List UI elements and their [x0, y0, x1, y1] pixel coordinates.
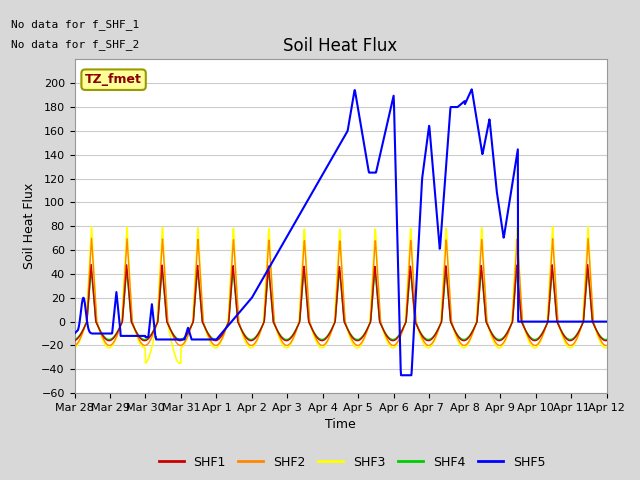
- Line: SHF1: SHF1: [74, 264, 607, 341]
- SHF1: [603, 338, 611, 344]
- Line: SHF3: SHF3: [74, 227, 607, 363]
- SHF4: [88, 266, 95, 272]
- SHF3: [374, 275, 382, 281]
- SHF2: [374, 277, 382, 283]
- SHF1: [308, 325, 316, 331]
- SHF4: [297, 308, 305, 314]
- SHF2: [112, 335, 120, 341]
- Line: SHF5: SHF5: [74, 89, 607, 375]
- SHF5: [397, 372, 405, 378]
- SHF5: [134, 333, 141, 339]
- SHF3: [112, 336, 120, 341]
- SHF2: [70, 343, 78, 348]
- SHF3: [70, 345, 78, 350]
- Line: SHF2: SHF2: [74, 239, 607, 346]
- SHF1: [134, 332, 141, 337]
- SHF2: [308, 324, 316, 330]
- SHF2: [317, 342, 325, 348]
- SHF5: [307, 192, 315, 197]
- SHF3: [317, 345, 325, 351]
- Legend: SHF1, SHF2, SHF3, SHF4, SHF5: SHF1, SHF2, SHF3, SHF4, SHF5: [154, 451, 550, 474]
- SHF4: [603, 336, 611, 342]
- SHF2: [603, 343, 611, 348]
- SHF5: [468, 86, 476, 92]
- SHF1: [297, 307, 305, 313]
- SHF1: [353, 338, 361, 344]
- SHF4: [353, 336, 361, 342]
- SHF5: [112, 296, 120, 301]
- SHF3: [297, 284, 305, 290]
- SHF4: [308, 325, 316, 331]
- Title: Soil Heat Flux: Soil Heat Flux: [284, 37, 397, 55]
- SHF4: [374, 301, 382, 307]
- SHF1: [112, 332, 120, 337]
- SHF2: [297, 298, 305, 304]
- SHF4: [134, 331, 141, 337]
- SHF1: [88, 262, 95, 267]
- SHF5: [296, 211, 304, 216]
- SHF5: [373, 164, 381, 170]
- SHF1: [317, 338, 325, 344]
- SHF3: [88, 224, 95, 229]
- SHF3: [176, 360, 184, 366]
- SHF3: [308, 327, 316, 333]
- SHF2: [354, 343, 362, 348]
- X-axis label: Time: Time: [325, 419, 356, 432]
- Line: SHF4: SHF4: [74, 269, 607, 339]
- SHF5: [317, 175, 324, 180]
- SHF2: [134, 334, 141, 339]
- Text: TZ_fmet: TZ_fmet: [85, 73, 142, 86]
- SHF1: [70, 338, 78, 344]
- Text: No data for f_SHF_1: No data for f_SHF_1: [11, 19, 139, 30]
- SHF4: [112, 331, 120, 336]
- SHF5: [603, 319, 611, 324]
- Text: No data for f_SHF_2: No data for f_SHF_2: [11, 39, 139, 50]
- SHF1: [374, 299, 382, 305]
- SHF2: [88, 236, 95, 241]
- SHF4: [70, 336, 78, 342]
- SHF3: [603, 345, 611, 350]
- Y-axis label: Soil Heat Flux: Soil Heat Flux: [23, 183, 36, 269]
- SHF5: [70, 331, 78, 336]
- SHF4: [317, 336, 325, 342]
- SHF3: [134, 336, 141, 342]
